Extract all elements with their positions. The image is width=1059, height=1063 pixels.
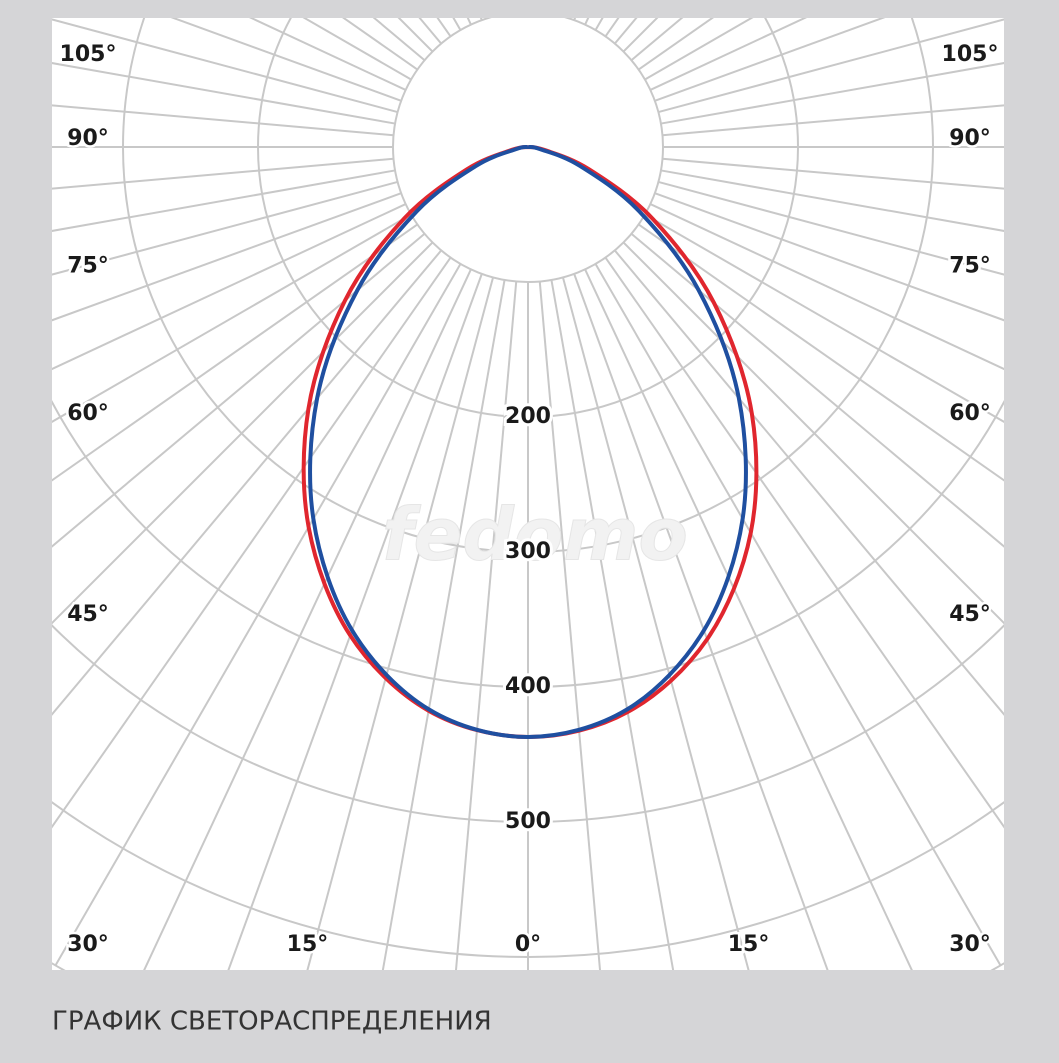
radial-tick-label: 500 [505,809,551,834]
angle-tick-label: 105° [60,42,117,67]
distribution-curve [308,144,748,739]
angle-tick-label: 30° [949,932,991,957]
ring-grid-line [122,18,934,553]
radial-tick-label: 400 [505,674,551,699]
angle-tick-label: 30° [67,932,109,957]
curves [301,144,759,739]
angle-tick-label: 0° [515,932,541,957]
angle-tick-label: 45° [949,602,991,627]
angle-tick-label: 60° [949,401,991,426]
caption: ГРАФИК СВЕТОРАСПРЕДЕЛЕНИЯ [52,1007,492,1037]
ring-grid-line [52,399,1004,688]
labels: 200 300 400 500 105° 90° 75° 60° 45° 30° 15° 0° 15° 3… [57,40,1001,960]
angle-tick-label: 75° [949,254,991,279]
angle-tick-label: 90° [949,126,991,151]
radial-tick-label: 300 [505,539,551,564]
watermark: fedomo [382,493,688,577]
angle-tick-label: 105° [942,42,999,67]
angle-tick-label: 60° [67,401,109,426]
radial-tick-label: 200 [505,404,551,429]
angle-tick-label: 90° [67,126,109,151]
ring-grid-line [52,800,1004,958]
angle-tick-label: 45° [67,602,109,627]
ring-grid-line [257,18,799,418]
angle-tick-label: 75° [67,254,109,279]
ring-grid-line [52,623,1004,823]
angle-tick-label: 15° [287,932,329,957]
angle-tick-label: 15° [728,932,770,957]
ring-grid-line [392,18,664,283]
